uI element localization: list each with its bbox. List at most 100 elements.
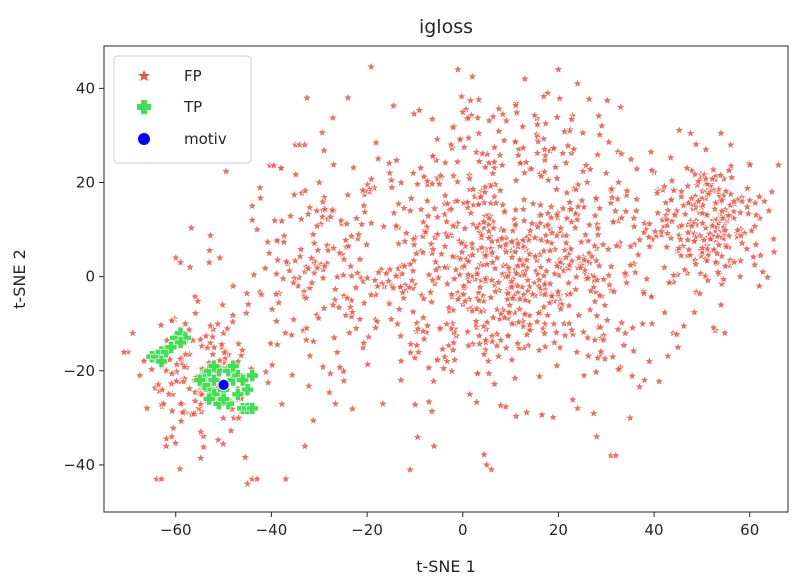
fp-point (391, 154, 402, 165)
fp-point (628, 345, 639, 356)
fp-point (605, 197, 616, 208)
fp-point (340, 309, 352, 320)
fp-point (539, 328, 550, 338)
fp-point (544, 297, 555, 308)
fp-point (557, 147, 568, 158)
fp-point (495, 185, 506, 195)
fp-point (736, 237, 748, 248)
fp-point (404, 282, 415, 292)
fp-point (582, 176, 593, 187)
fp-point (357, 184, 368, 195)
fp-point (563, 277, 574, 288)
fp-point (458, 289, 469, 299)
fp-point (359, 297, 370, 308)
fp-point (411, 248, 422, 259)
fp-point (432, 228, 443, 239)
fp-point (686, 220, 697, 231)
fp-point (689, 306, 700, 317)
fp-point (459, 223, 470, 233)
fp-point (263, 377, 274, 387)
fp-point (423, 269, 435, 280)
fp-point (443, 302, 455, 313)
fp-point (610, 450, 621, 460)
legend-box (113, 55, 252, 164)
fp-point (207, 349, 218, 359)
fp-point (472, 112, 483, 123)
fp-point (494, 149, 506, 160)
fp-point (554, 93, 565, 103)
fp-point (427, 150, 438, 161)
fp-point (548, 318, 559, 329)
tp-point (202, 392, 216, 406)
fp-point (303, 208, 314, 219)
fp-point (489, 191, 500, 202)
fp-point (324, 387, 335, 397)
fp-point (481, 459, 492, 470)
fp-point (592, 223, 603, 233)
fp-point (501, 115, 512, 126)
fp-point (480, 273, 491, 284)
fp-point (549, 337, 560, 347)
fp-point (426, 405, 438, 416)
fp-point (455, 134, 466, 145)
fp-point (435, 170, 446, 180)
fp-point (450, 264, 461, 274)
fp-point (251, 473, 263, 484)
fp-point (184, 261, 196, 272)
fp-point (532, 147, 543, 158)
fp-point (278, 236, 290, 247)
fp-point (134, 370, 145, 380)
fp-point (487, 257, 498, 267)
fp-point (266, 359, 278, 370)
x-axis-title: t-SNE 1 (416, 557, 476, 576)
fp-point (465, 95, 476, 105)
fp-point (127, 327, 138, 338)
fp-point (646, 164, 657, 175)
fp-point (445, 139, 457, 150)
tp-point (179, 331, 192, 345)
fp-point (519, 215, 530, 226)
fp-point (584, 304, 596, 315)
fp-point (664, 277, 675, 287)
fp-point (512, 338, 523, 348)
fp-point (634, 234, 645, 245)
fp-point (668, 185, 679, 195)
fp-point (311, 220, 323, 231)
fp-point (390, 270, 402, 281)
fp-point (371, 316, 383, 326)
fp-point (290, 169, 301, 179)
fp-point (502, 288, 514, 298)
fp-point (513, 238, 524, 249)
fp-point (532, 136, 544, 146)
fp-point (645, 146, 657, 157)
x-tick-label: 60 (740, 521, 759, 539)
fp-point (487, 168, 498, 178)
fp-point (604, 279, 615, 290)
fp-point (735, 271, 746, 282)
fp-point (641, 273, 652, 284)
fp-point (319, 203, 331, 214)
fp-point (290, 255, 301, 266)
fp-point (463, 269, 474, 279)
fp-point (555, 303, 566, 314)
fp-point (546, 290, 558, 301)
fp-point (214, 252, 225, 263)
fp-point (561, 187, 573, 198)
fp-point (773, 159, 784, 170)
fp-point (407, 265, 419, 276)
fp-point (442, 278, 453, 289)
fp-point (428, 375, 439, 386)
fp-point (474, 156, 485, 166)
fp-point (716, 194, 728, 205)
fp-point (319, 260, 330, 271)
fp-point (312, 244, 323, 255)
fp-point (284, 265, 295, 276)
fp-point (396, 268, 408, 279)
fp-point (608, 216, 619, 227)
fp-point (146, 363, 157, 374)
y-tick-label: −40 (63, 456, 95, 474)
fp-point (680, 208, 691, 219)
fp-point (539, 289, 550, 300)
fp-point (616, 212, 627, 223)
